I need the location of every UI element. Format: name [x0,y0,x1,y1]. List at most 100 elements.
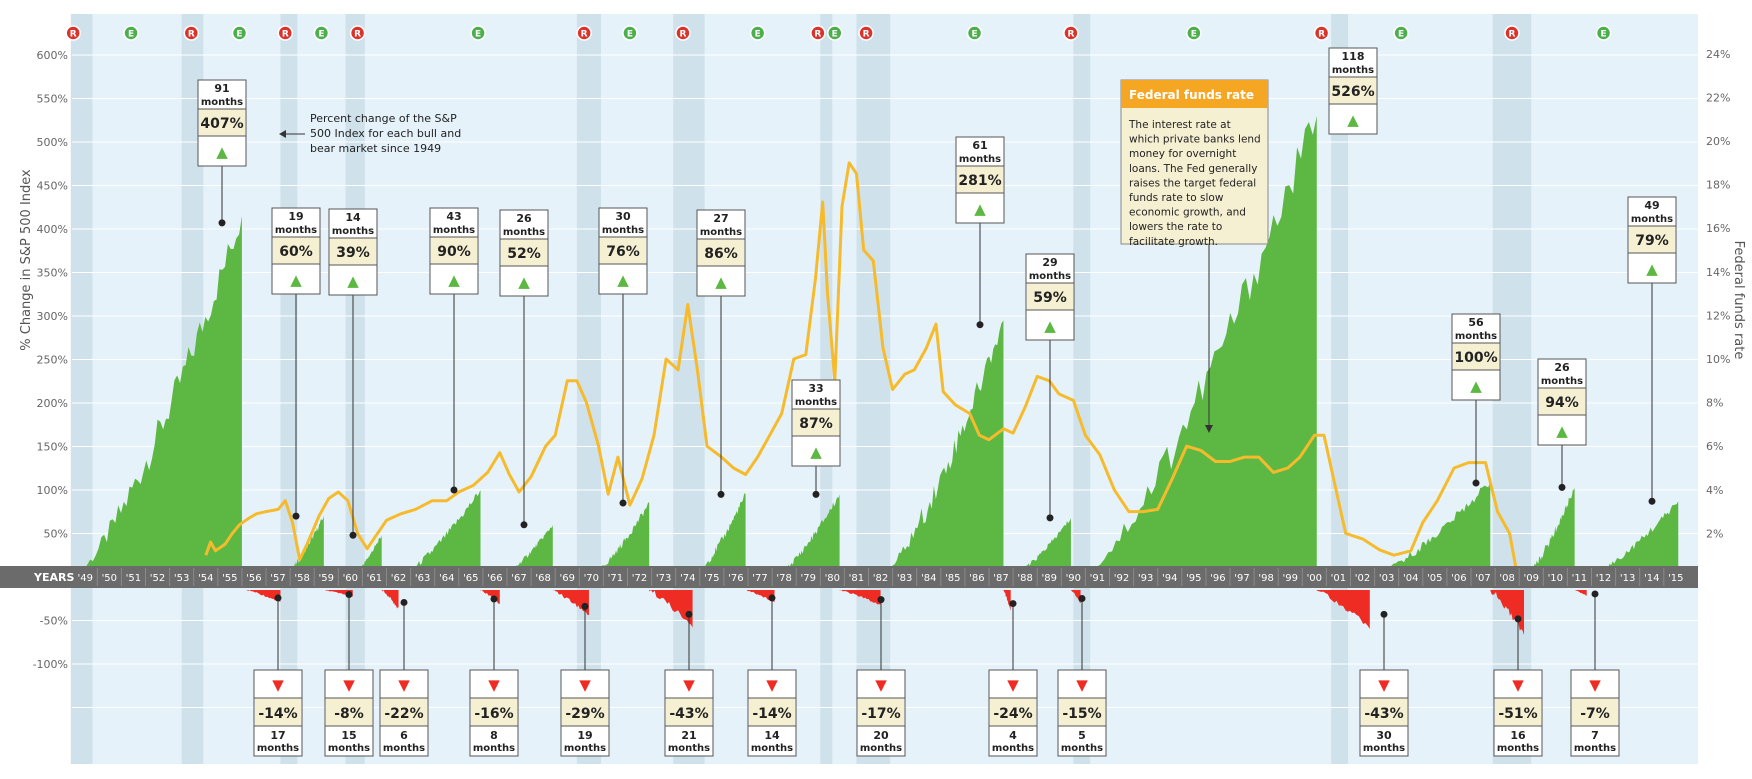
years-label: YEARS [33,571,74,584]
bull-change: 90% [437,244,471,260]
y2-tick-label: 2% [1706,527,1723,540]
bear-duration: 21 [681,729,696,742]
up-arrow-icon: ▲ [1044,317,1056,335]
bear-change: -16% [474,706,513,722]
bull-change: 59% [1033,290,1067,306]
leader-dot [976,321,984,329]
bull-box-value-bg [330,238,376,265]
year-tick-label: '60 [343,573,358,584]
y-tick-label: 50% [44,528,68,541]
bear-market-areas [246,590,1587,636]
year-tick-label: '03 [1379,573,1394,584]
up-arrow-icon: ▲ [1556,422,1568,440]
year-tick-label: '91 [1090,573,1105,584]
bull-duration: 43 [446,210,461,223]
bear-duration-unit: months [383,743,425,754]
bull-duration: 14 [345,211,361,224]
bear-market-area [745,590,775,603]
year-tick-label: '56 [246,573,261,584]
bear-box-value-bg [1495,698,1541,726]
marker-label: E [1191,30,1197,40]
marker-label: R [863,30,870,40]
fed-info-box-text: raises the target federal [1129,177,1256,189]
bear-duration-unit: months [1574,743,1616,754]
year-tick-label: '06 [1451,573,1466,584]
expansion-marker [123,25,139,41]
year-tick-label: '74 [680,573,695,584]
recession-marker [1313,25,1330,41]
bear-change: -29% [565,706,604,722]
bull-market-area [1080,115,1317,578]
bull-box-value-bg [698,239,744,266]
expansion-marker [966,25,983,41]
marker-label: E [971,30,977,40]
callout-text: bear market since 1949 [310,142,441,155]
bear-change: -51% [1498,706,1537,722]
bull-box-value-bg [957,166,1003,193]
y-tick-label: 150% [37,441,68,454]
bull-box-value-bg [501,239,547,266]
bull-duration: 29 [1042,256,1057,269]
expansion-marker [827,25,843,41]
bear-box-value-bg [1572,698,1618,726]
year-tick-label: '76 [728,573,743,584]
year-tick-label: '62 [391,573,406,584]
bear-change: -8% [334,706,364,722]
bull-duration: 27 [713,212,728,225]
expansion-marker [313,25,330,41]
marker-label: E [627,30,633,40]
bull-duration: 118 [1342,50,1365,63]
year-tick-label: '09 [1523,573,1538,584]
year-tick-label: '11 [1572,573,1587,584]
bear-market-area [1003,590,1011,611]
year-tick-label: '85 [945,573,960,584]
bull-change: 407% [200,116,243,132]
leader-dot [1558,483,1566,491]
bull-duration-unit: months [602,225,644,236]
up-arrow-icon: ▲ [216,143,228,161]
recession-marker [810,25,826,41]
y-tick-label: 250% [37,354,68,367]
leader-dot [812,490,820,498]
bull-duration-unit: months [332,226,374,237]
bull-duration: 26 [1554,361,1570,374]
fed-info-box-text: loans. The Fed generally [1129,163,1257,175]
down-arrow-icon: ▼ [1007,676,1019,694]
bull-box-value-bg [1629,226,1675,253]
bear-duration: 7 [1591,729,1599,742]
marker-label: R [1318,30,1325,40]
leader-dot [1514,615,1522,623]
year-tick-label: '57 [270,573,285,584]
year-tick-label: '92 [1114,573,1129,584]
bear-change: -43% [1364,706,1403,722]
recession-marker [349,25,366,41]
bear-duration-unit: months [992,743,1034,754]
callout-text: Percent change of the S&P [310,112,457,125]
y-tick-label: 550% [37,93,68,106]
recession-marker [576,25,592,41]
bull-box-value-bg [431,237,477,264]
leader-dot [1078,594,1086,602]
up-arrow-icon: ▲ [1646,260,1658,278]
down-arrow-icon: ▼ [1076,676,1088,694]
leader-dot [1648,497,1656,505]
y2-axis-title: Federal funds rate [1731,241,1746,360]
leader-dot [345,591,353,599]
y2-tick-label: 20% [1706,135,1730,148]
y2-tick-label: 16% [1706,222,1730,235]
recession-band [280,14,298,764]
bull-market-area [588,502,650,577]
year-tick-label: '81 [849,573,864,584]
bull-duration: 33 [808,382,823,395]
y2-tick-label: 24% [1706,48,1730,61]
year-tick-label: '97 [1234,573,1249,584]
bull-duration: 26 [516,212,532,225]
bear-duration-unit: months [668,743,710,754]
recession-marker [1504,25,1520,41]
marker-label: R [679,30,686,40]
bull-change: 87% [799,416,833,432]
y-tick-label: 450% [37,180,68,193]
leader-dot [274,594,282,602]
bear-market-area [839,590,881,605]
year-tick-label: '10 [1548,573,1563,584]
